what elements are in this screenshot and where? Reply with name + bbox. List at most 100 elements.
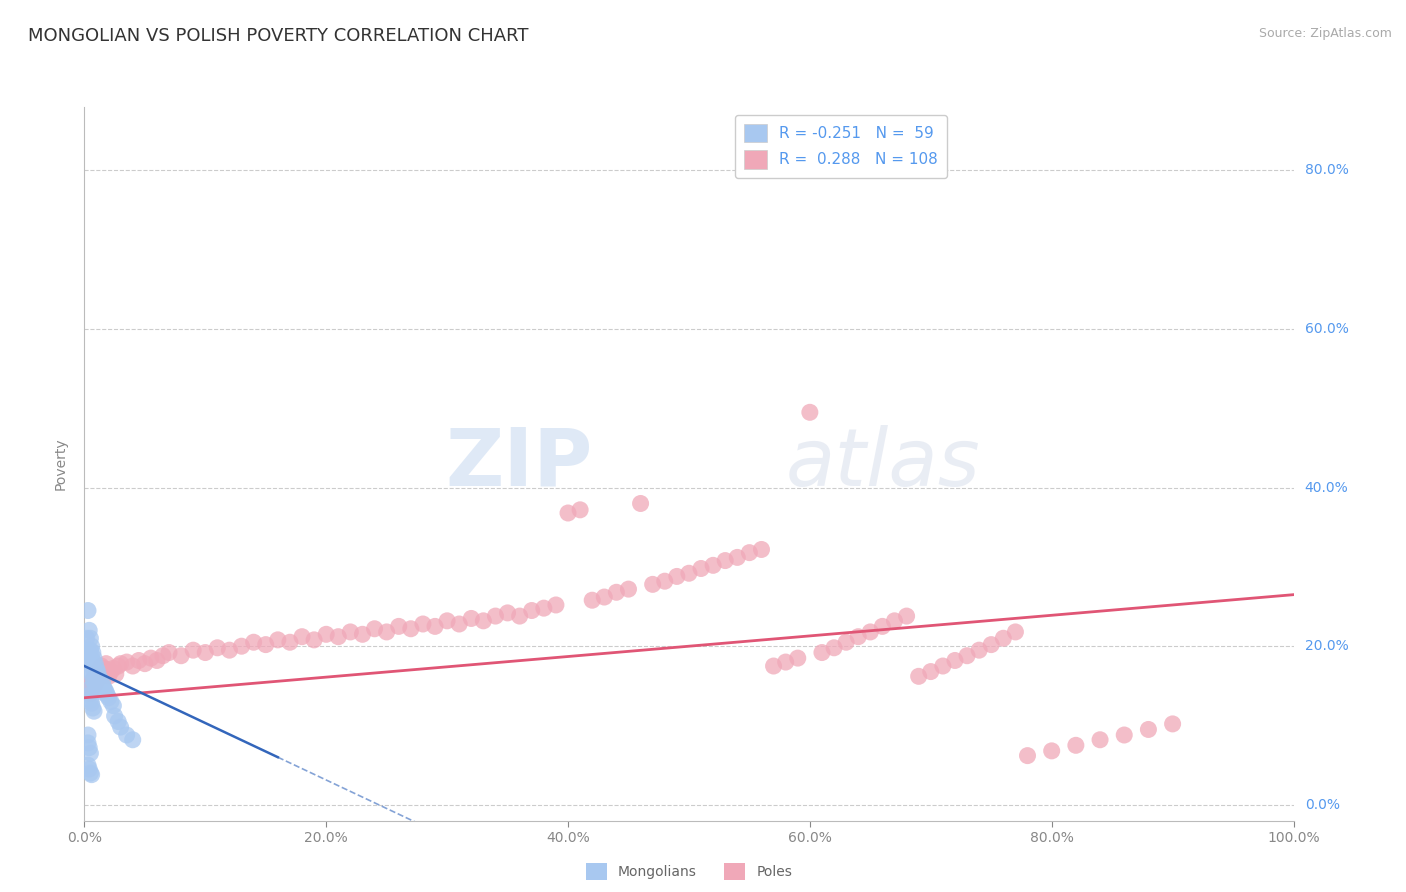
Point bbox=[97, 669, 120, 683]
Point bbox=[77, 689, 100, 703]
Point bbox=[363, 622, 385, 636]
Point bbox=[1017, 748, 1039, 763]
Point bbox=[725, 550, 748, 565]
Point bbox=[82, 701, 104, 715]
Point bbox=[956, 648, 979, 663]
Point bbox=[339, 624, 361, 639]
Point bbox=[79, 766, 101, 780]
Point bbox=[630, 496, 652, 510]
Point bbox=[1064, 739, 1087, 753]
Point bbox=[79, 746, 101, 760]
Point bbox=[89, 669, 111, 683]
Point bbox=[267, 632, 290, 647]
Point bbox=[544, 598, 567, 612]
Point bbox=[80, 674, 103, 689]
Point bbox=[557, 506, 579, 520]
Point bbox=[134, 657, 156, 671]
Point bbox=[207, 640, 229, 655]
Point bbox=[77, 728, 100, 742]
Point bbox=[84, 667, 107, 681]
Point bbox=[77, 663, 100, 677]
Point bbox=[77, 603, 100, 617]
Text: MONGOLIAN VS POLISH POVERTY CORRELATION CHART: MONGOLIAN VS POLISH POVERTY CORRELATION … bbox=[28, 27, 529, 45]
Text: 80.0%: 80.0% bbox=[1305, 163, 1348, 178]
Point bbox=[932, 659, 955, 673]
Point bbox=[472, 614, 495, 628]
Point bbox=[194, 646, 217, 660]
Point bbox=[449, 617, 471, 632]
Point bbox=[872, 619, 894, 633]
Point bbox=[83, 663, 105, 677]
Point bbox=[920, 665, 942, 679]
Point bbox=[103, 698, 125, 713]
Point bbox=[1088, 732, 1111, 747]
Point bbox=[170, 648, 193, 663]
Text: 40.0%: 40.0% bbox=[1305, 481, 1348, 495]
Point bbox=[799, 405, 821, 419]
Point bbox=[79, 655, 101, 669]
Point bbox=[328, 630, 350, 644]
Point bbox=[846, 630, 869, 644]
Point bbox=[181, 643, 204, 657]
Point bbox=[77, 643, 100, 657]
Point bbox=[1040, 744, 1063, 758]
Point bbox=[1137, 723, 1160, 737]
Point bbox=[80, 639, 103, 653]
Point bbox=[82, 659, 104, 673]
Text: 60.0%: 60.0% bbox=[1305, 322, 1348, 336]
Point bbox=[77, 681, 100, 695]
Point bbox=[104, 667, 127, 681]
Point bbox=[91, 674, 114, 689]
Point bbox=[77, 682, 100, 697]
Point bbox=[89, 673, 111, 687]
Point bbox=[399, 622, 422, 636]
Point bbox=[121, 732, 143, 747]
Point bbox=[520, 603, 543, 617]
Point bbox=[96, 663, 118, 677]
Point bbox=[352, 627, 374, 641]
Point bbox=[103, 661, 125, 675]
Point bbox=[82, 646, 104, 660]
Point bbox=[82, 681, 104, 695]
Point bbox=[775, 655, 797, 669]
Point bbox=[104, 709, 127, 723]
Point bbox=[94, 657, 117, 671]
Point bbox=[533, 601, 555, 615]
Y-axis label: Poverty: Poverty bbox=[53, 438, 67, 490]
Point bbox=[375, 624, 398, 639]
Point bbox=[80, 696, 103, 710]
Point bbox=[79, 643, 101, 657]
Point bbox=[89, 682, 111, 697]
Point bbox=[87, 679, 110, 693]
Point bbox=[678, 566, 700, 581]
Point bbox=[690, 561, 713, 575]
Point bbox=[110, 720, 132, 734]
Point bbox=[751, 542, 773, 557]
Text: Source: ZipAtlas.com: Source: ZipAtlas.com bbox=[1258, 27, 1392, 40]
Point bbox=[100, 665, 122, 679]
Point bbox=[278, 635, 301, 649]
Text: 0.0%: 0.0% bbox=[1305, 797, 1340, 812]
Point bbox=[86, 681, 108, 695]
Point bbox=[110, 657, 132, 671]
Point bbox=[80, 667, 103, 681]
Point bbox=[665, 569, 688, 583]
Point bbox=[496, 606, 519, 620]
Point bbox=[146, 653, 169, 667]
Point bbox=[436, 614, 458, 628]
Point bbox=[86, 673, 108, 687]
Point bbox=[762, 659, 785, 673]
Point bbox=[83, 674, 105, 689]
Point bbox=[617, 582, 640, 596]
Point bbox=[97, 690, 120, 705]
Point bbox=[82, 673, 104, 687]
Point bbox=[569, 503, 592, 517]
Point bbox=[967, 643, 990, 657]
Point bbox=[90, 659, 112, 673]
Point bbox=[412, 617, 434, 632]
Point bbox=[315, 627, 337, 641]
Point bbox=[91, 665, 114, 679]
Point bbox=[96, 689, 118, 703]
Point bbox=[152, 648, 174, 663]
Point bbox=[107, 714, 129, 729]
